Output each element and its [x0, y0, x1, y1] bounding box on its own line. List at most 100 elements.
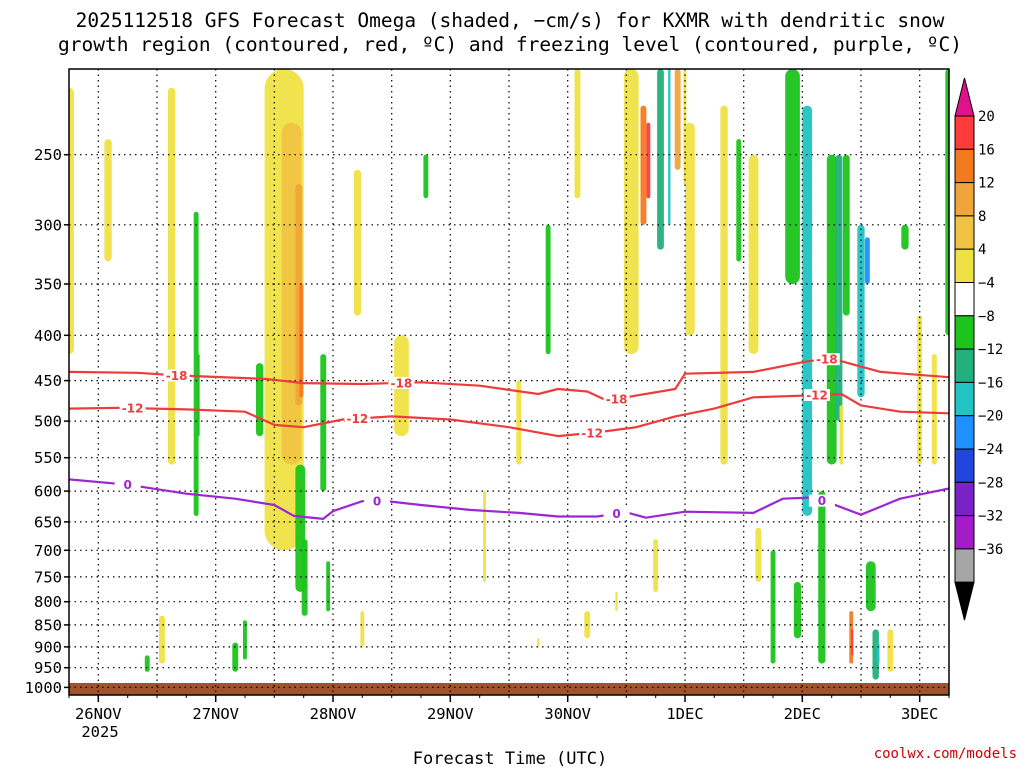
omega-cell [674, 69, 681, 170]
y-tick-label: 400 [34, 327, 62, 345]
credit-link[interactable]: coolwx.com/models [874, 746, 1017, 762]
contour-label-bg [114, 478, 141, 491]
contour-label-bg [579, 426, 606, 439]
omega-cell [887, 629, 894, 672]
y-tick-label: 500 [34, 413, 62, 431]
time-axis: 26NOV 27NOV 28NOV 29NOV 30NOV 1DEC 2DEC 3DEC [68, 695, 950, 723]
contour-label-bg [804, 389, 830, 401]
y-tick-label: 250 [34, 146, 62, 164]
omega-cell [623, 69, 639, 355]
colorbar-swatch [954, 481, 975, 517]
colorbar-label: 4 [978, 242, 986, 258]
omega-cell [851, 629, 854, 656]
colorbar-swatch [954, 348, 975, 383]
contour-label-bg [808, 494, 835, 507]
x-tick-label: 3DEC [901, 705, 938, 723]
y-tick-label: 950 [34, 659, 62, 677]
contour-label-bg [603, 392, 630, 405]
contour-label: -12 [122, 402, 144, 416]
x-tick-label: 1DEC [666, 705, 703, 723]
colorbar-swatch [954, 282, 975, 317]
temperature-contours: -18 -18 -18 -18 -12 -12 -12 -12 0 0 0 0 [69, 353, 949, 521]
omega-cell [842, 154, 850, 316]
x-year-label: 2025 [81, 723, 118, 741]
y-tick-label: 700 [34, 542, 62, 560]
omega-cell [159, 615, 165, 664]
x-tick-label: 27NOV [192, 705, 239, 723]
contour-label: -12 [347, 412, 369, 426]
colorbar-swatch [954, 115, 975, 150]
colorbar-swatch [954, 182, 975, 217]
omega-cell [197, 354, 200, 437]
contour-label-bg [813, 353, 840, 366]
colorbar-over-triangle [954, 77, 975, 117]
omega-colorbar: 20 16 12 8 4 −4 −8 −12 −16 −20 −24 −28 −32 −36 [954, 77, 1003, 621]
omega-cell [865, 561, 876, 612]
y-tick-label: 900 [34, 638, 62, 656]
omega-cell [545, 224, 551, 355]
colorbar-label: 8 [978, 209, 986, 225]
omega-cell [931, 354, 937, 465]
y-tick-label: 300 [34, 216, 62, 234]
omega-cell [736, 139, 742, 262]
x-tick-label: 26NOV [75, 705, 122, 723]
omega-cell [615, 591, 618, 612]
omega-cell [685, 122, 695, 336]
omega-cell [104, 139, 112, 262]
omega-cell [193, 211, 199, 517]
pressure-axis: 250 300 350 400 450 500 550 600 650 700 750 800 850 9… [25, 146, 69, 697]
colorbar-label: 12 [978, 176, 995, 192]
colorbar-swatch [954, 248, 975, 283]
contour-label: 0 [373, 494, 381, 508]
contour-label: 0 [124, 478, 132, 492]
contour-label-bg [344, 412, 371, 425]
colorbar-swatch [954, 448, 975, 483]
colorbar-swatch [954, 215, 975, 250]
colorbar-swatch [954, 381, 975, 417]
omega-cell [720, 105, 728, 465]
omega-cell [826, 154, 837, 465]
colorbar-label: 16 [978, 142, 995, 158]
y-tick-label: 550 [34, 449, 62, 467]
x-tick-label: 28NOV [310, 705, 357, 723]
omega-cell [755, 527, 762, 582]
x-axis-title: Forecast Time (UTC) [413, 749, 607, 768]
colorbar-swatch [954, 315, 975, 350]
omega-cell [748, 154, 759, 354]
ground-terrain-band [69, 683, 949, 695]
colorbar-swatch [954, 148, 975, 184]
y-tick-label: 450 [34, 372, 62, 390]
omega-cell [945, 69, 949, 336]
contour-label: 0 [818, 494, 826, 508]
chart-title-line2: growth region (contoured, red, ºC) and f… [58, 33, 962, 56]
omega-cell [657, 69, 664, 250]
omega-cell [876, 642, 880, 664]
omega-cell [917, 315, 923, 465]
omega-cell [653, 539, 659, 592]
omega-cell [864, 237, 870, 284]
omega-cell [818, 491, 826, 664]
contour-label: 0 [612, 507, 620, 521]
y-tick-label: 800 [34, 593, 62, 611]
x-tick-label: 2DEC [784, 705, 821, 723]
chart-title-line1: 2025112518 GFS Forecast Omega (shaded, −… [76, 9, 945, 32]
y-tick-label: 1000 [25, 679, 62, 697]
y-tick-label: 650 [34, 513, 62, 531]
x-tick-label: 29NOV [427, 705, 474, 723]
contour-label-bg [163, 369, 190, 382]
y-tick-label: 350 [34, 276, 62, 294]
y-tick-label: 600 [34, 483, 62, 501]
omega-cell [793, 581, 802, 639]
omega-cell [483, 491, 486, 582]
omega-cell [802, 105, 813, 516]
omega-cell [646, 122, 651, 199]
omega-cell [232, 642, 239, 672]
omega-cell [640, 105, 647, 225]
omega-cell [243, 620, 247, 660]
contour-label-bg [603, 507, 630, 520]
omega-cell [299, 284, 304, 398]
contour-label: -12 [581, 426, 603, 440]
omega-cell [353, 169, 362, 316]
colorbar-label: −24 [978, 442, 1003, 458]
